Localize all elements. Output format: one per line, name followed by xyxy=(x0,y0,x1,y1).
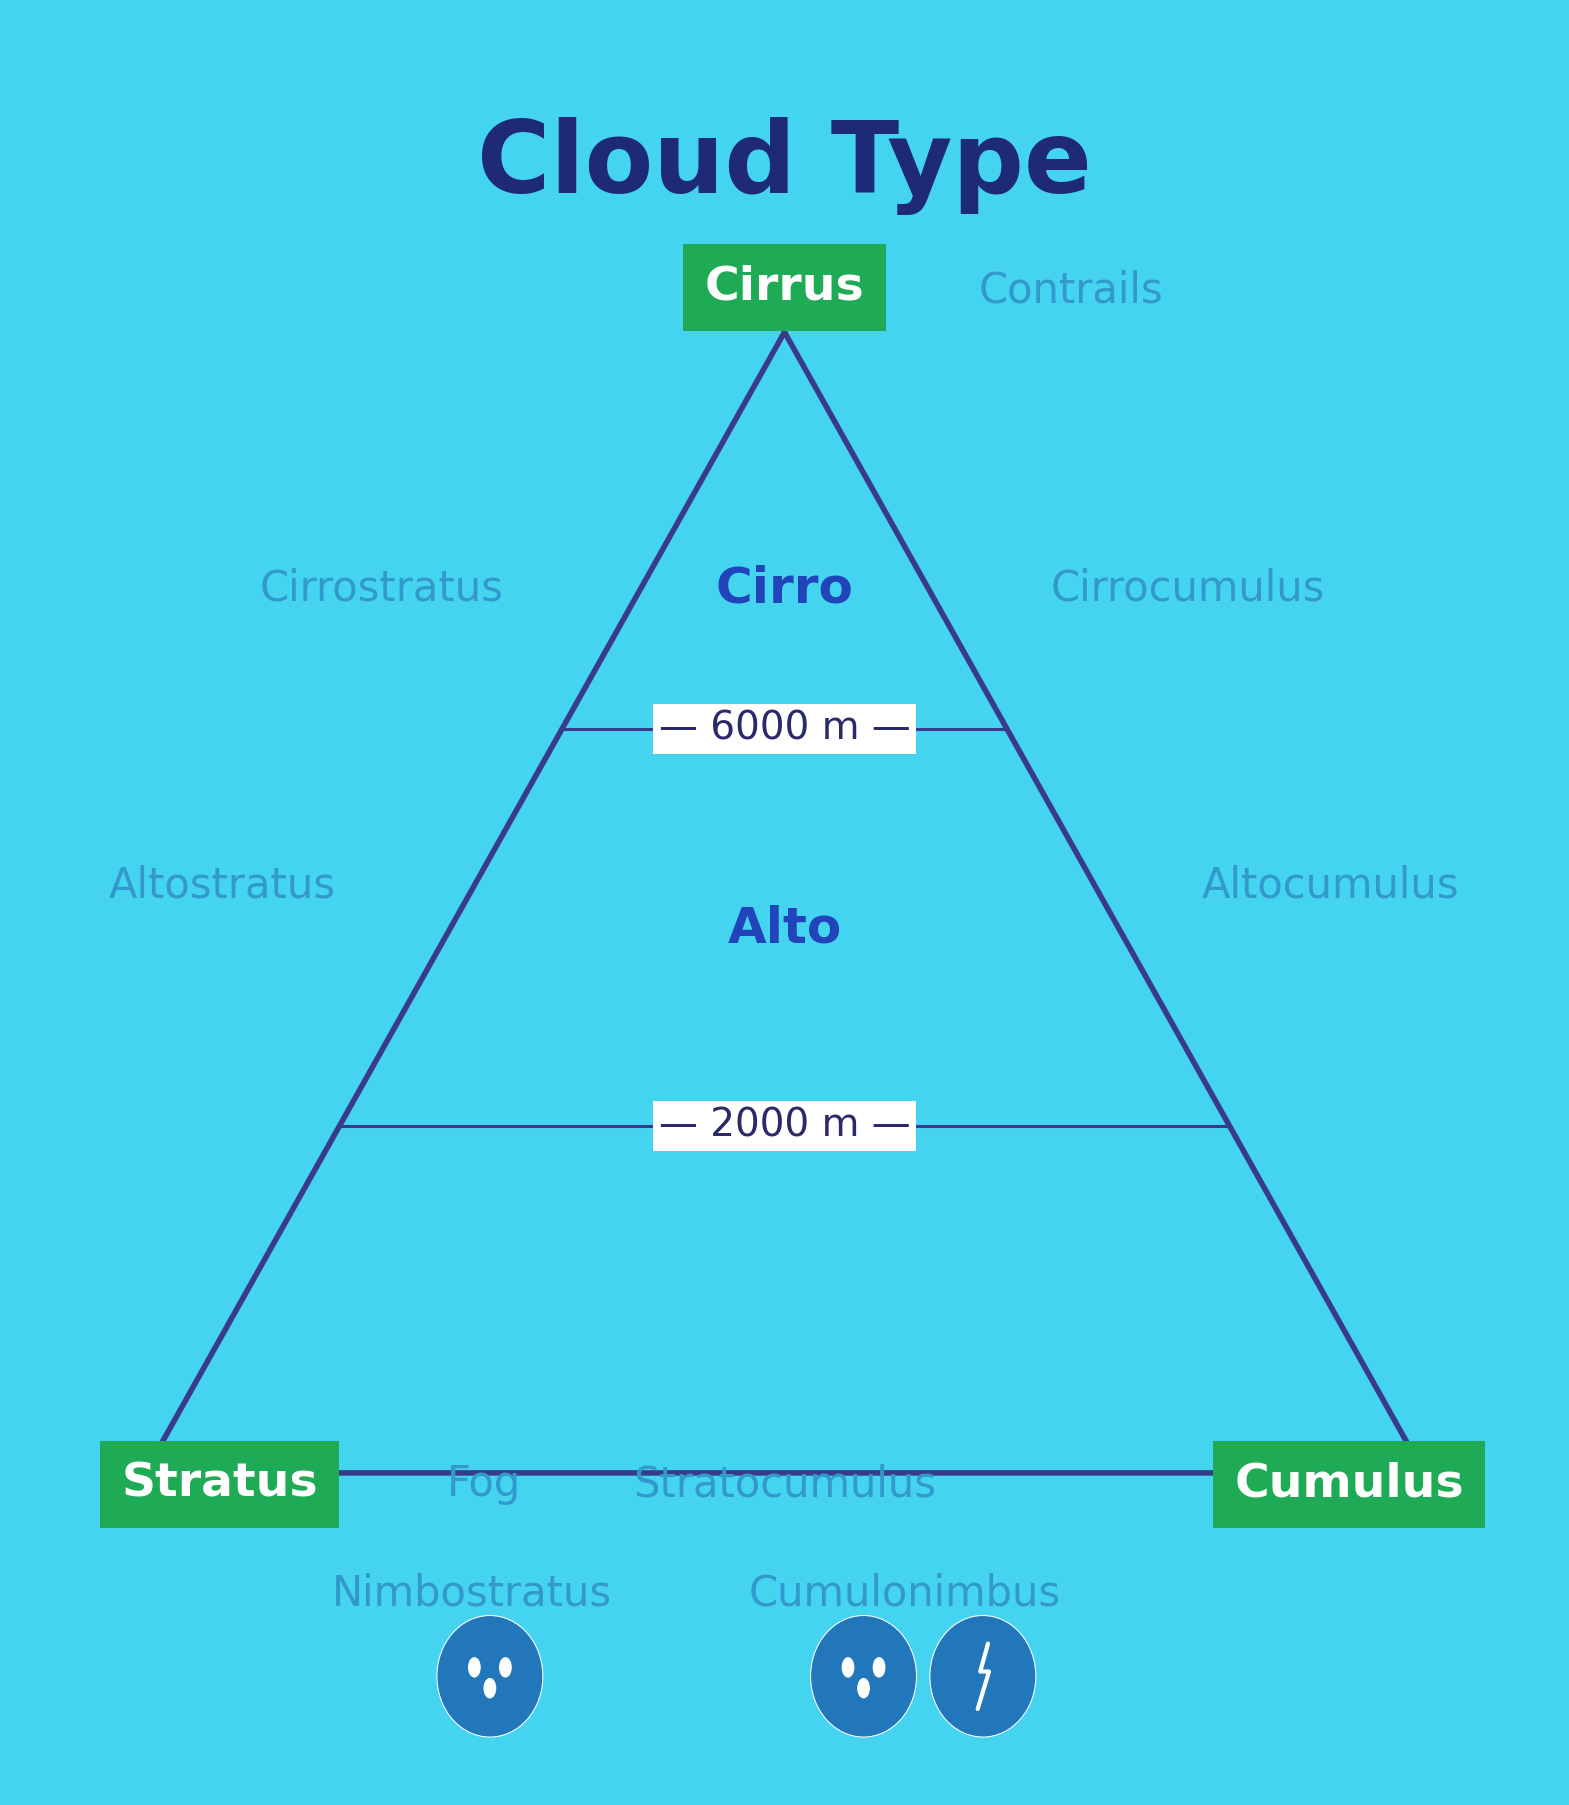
Text: Contrails: Contrails xyxy=(979,269,1163,312)
Ellipse shape xyxy=(874,1657,885,1677)
Circle shape xyxy=(811,1617,915,1736)
Ellipse shape xyxy=(843,1657,854,1677)
Ellipse shape xyxy=(858,1679,869,1699)
Text: Cirrocumulus: Cirrocumulus xyxy=(1050,567,1324,610)
Text: Cumulus: Cumulus xyxy=(1235,1462,1464,1507)
Text: Stratocumulus: Stratocumulus xyxy=(634,1464,937,1505)
Ellipse shape xyxy=(485,1679,496,1699)
Text: Nimbostratus: Nimbostratus xyxy=(331,1572,612,1615)
Text: — 2000 m —: — 2000 m — xyxy=(659,1106,910,1144)
Circle shape xyxy=(438,1617,541,1736)
Text: Cloud Type: Cloud Type xyxy=(477,117,1092,215)
Text: Altostratus: Altostratus xyxy=(108,865,336,906)
Text: Stratus: Stratus xyxy=(121,1462,319,1507)
Ellipse shape xyxy=(469,1657,480,1677)
Text: Cirrostratus: Cirrostratus xyxy=(260,567,504,610)
Text: Fog: Fog xyxy=(447,1464,521,1505)
Ellipse shape xyxy=(499,1657,511,1677)
Text: — 6000 m —: — 6000 m — xyxy=(659,709,910,747)
Circle shape xyxy=(930,1617,1034,1736)
Text: Cirro: Cirro xyxy=(715,565,854,612)
Text: Cirrus: Cirrus xyxy=(704,265,865,310)
Text: Altocumulus: Altocumulus xyxy=(1202,865,1459,906)
Text: Cumulonimbus: Cumulonimbus xyxy=(748,1572,1061,1615)
Text: Alto: Alto xyxy=(728,904,841,953)
